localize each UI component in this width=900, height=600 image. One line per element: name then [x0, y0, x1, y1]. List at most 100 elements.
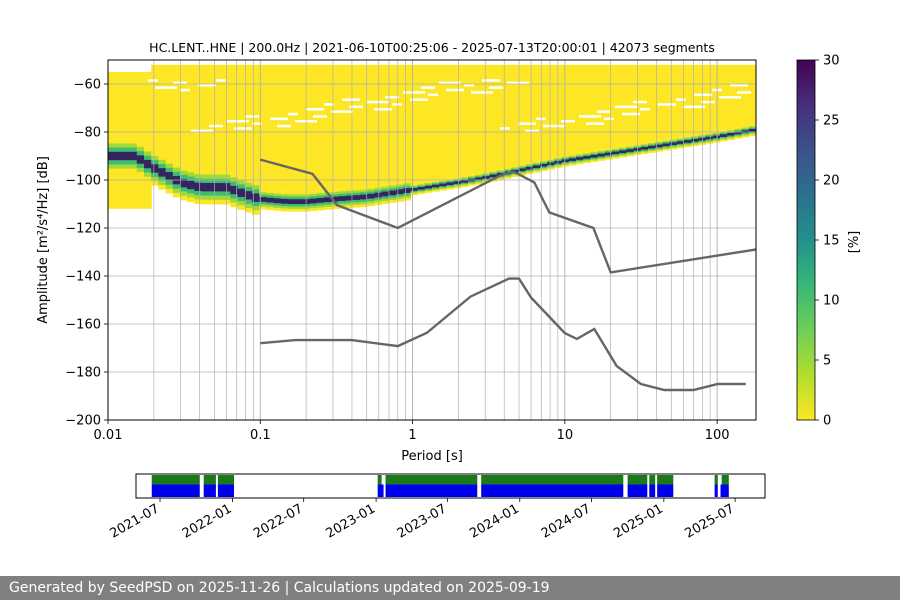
heat-cell	[172, 167, 181, 173]
heat-cell	[360, 204, 368, 208]
heat-cell	[489, 179, 498, 182]
heat-cell	[216, 174, 224, 180]
heat-cell	[208, 183, 217, 188]
heat-gap	[288, 112, 298, 116]
heat-cell	[640, 64, 649, 143]
heat-cell	[432, 187, 440, 190]
heat-cell	[122, 151, 131, 157]
heat-cell	[691, 142, 699, 145]
heat-cell	[266, 202, 275, 206]
timeline-tick-label: 2024-07	[539, 501, 594, 541]
heat-cell	[252, 180, 260, 186]
heat-cell	[144, 168, 152, 173]
heat-cell	[180, 170, 188, 176]
heat-cell	[626, 147, 635, 150]
heat-cell	[345, 195, 354, 199]
heat-cell	[360, 194, 368, 198]
heat-cell	[547, 163, 555, 166]
heat-gap	[392, 103, 402, 106]
heat-cell	[309, 196, 318, 199]
heat-cell	[496, 64, 505, 170]
heat-cell	[273, 64, 282, 192]
heat-gap	[525, 129, 539, 133]
heat-cell	[374, 185, 383, 189]
heat-cell	[561, 155, 570, 158]
heat-cell	[410, 184, 419, 186]
coverage-segment-blue	[657, 484, 674, 497]
heat-cell	[158, 168, 167, 173]
heat-cell	[208, 174, 217, 180]
y-tick-label: −140	[65, 270, 101, 285]
heat-cell	[453, 179, 462, 182]
heat-cell	[496, 177, 505, 179]
heat-cell	[151, 151, 159, 157]
coverage-segment-blue	[714, 484, 718, 497]
heat-cell	[705, 138, 714, 140]
heat-cell	[280, 206, 289, 209]
heat-cell	[396, 194, 404, 197]
heat-cell	[439, 186, 447, 188]
heat-cell	[576, 158, 584, 161]
heat-cell	[648, 144, 656, 147]
heat-cell	[676, 142, 685, 145]
heat-cell	[381, 198, 390, 202]
heat-cell	[446, 181, 455, 183]
heat-cell	[288, 194, 296, 198]
heat-cell	[367, 198, 375, 202]
heat-cell	[273, 207, 282, 211]
y-axis-label: Amplitude [m²/s⁴/Hz] [dB]	[36, 156, 51, 324]
heat-cell	[230, 173, 239, 178]
heat-cell	[129, 147, 138, 153]
heat-cell	[158, 155, 167, 161]
heat-cell	[655, 145, 663, 148]
heat-cell	[410, 186, 419, 189]
heat-cell	[237, 205, 246, 210]
heat-cell	[532, 166, 541, 169]
heat-cell	[273, 195, 282, 199]
heat-cell	[360, 201, 368, 205]
heat-cell	[590, 153, 599, 156]
heat-cell	[324, 204, 332, 208]
heat-cell	[547, 162, 555, 165]
heat-cell	[734, 131, 743, 134]
heat-cell	[496, 173, 505, 175]
heat-cell	[424, 64, 433, 182]
heat-cell	[554, 64, 563, 157]
heat-cell	[230, 202, 239, 208]
heat-cell	[453, 183, 462, 186]
heat-cell	[561, 159, 570, 162]
heat-cell	[734, 130, 743, 133]
heat-cell	[648, 64, 656, 142]
heat-cell	[504, 170, 512, 172]
heat-cell	[266, 64, 275, 191]
heat-cell	[259, 189, 267, 193]
heat-gap	[482, 79, 500, 82]
timeline-tick-label: 2025-01	[611, 501, 666, 541]
heat-cell	[504, 176, 512, 179]
heat-cell	[208, 199, 217, 205]
heat-cell	[144, 147, 152, 152]
heat-cell	[374, 192, 383, 196]
heat-gap	[579, 115, 601, 118]
heat-cell	[669, 147, 678, 150]
heat-cell	[252, 197, 260, 203]
heat-cell	[144, 72, 152, 148]
heat-cell	[669, 138, 678, 141]
heat-cell	[475, 176, 483, 178]
heat-cell	[216, 199, 224, 205]
heat-cell	[489, 64, 498, 171]
heat-cell	[417, 188, 426, 190]
heat-cell	[612, 152, 620, 155]
heat-cell	[540, 162, 548, 165]
heat-cell	[129, 172, 138, 209]
heat-cell	[720, 138, 728, 140]
heat-cell	[676, 137, 685, 140]
heat-cell	[453, 186, 462, 189]
x-tick-label: 0.1	[250, 428, 271, 443]
heat-cell	[388, 200, 397, 203]
heat-cell	[734, 127, 743, 130]
heat-cell	[568, 163, 577, 166]
heat-cell	[172, 188, 181, 194]
heat-cell	[172, 64, 181, 164]
heat-cell	[266, 207, 275, 211]
